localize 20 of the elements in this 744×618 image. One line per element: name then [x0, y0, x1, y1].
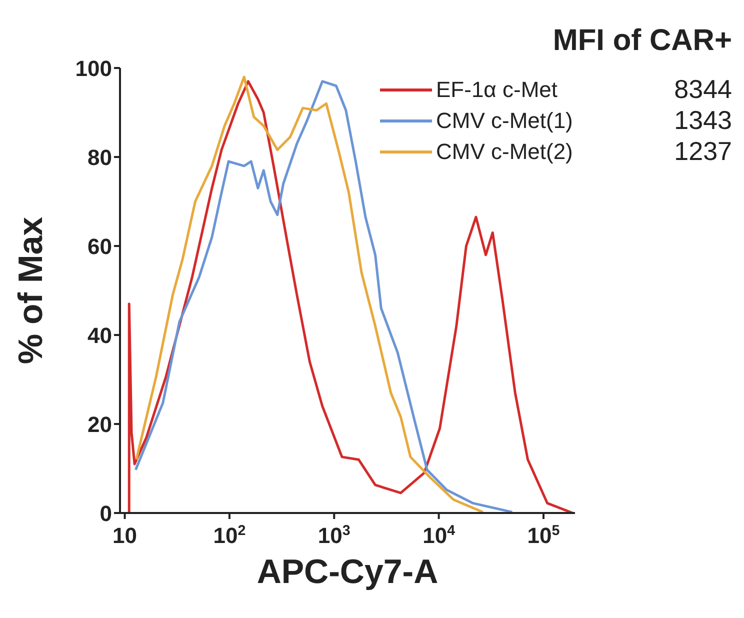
y-tick-label: 60: [88, 234, 112, 259]
y-tick-label: 100: [75, 56, 112, 81]
x-tick-label: 10$^{3}$: [318, 523, 350, 548]
x-tick-label: 10$^{4}$: [422, 523, 456, 548]
y-tick-label: 20: [88, 412, 112, 437]
legend-label: CMV c-Met(1): [436, 107, 574, 135]
y-tick-label: 80: [88, 144, 112, 170]
text: 1343: [673, 105, 732, 136]
x-axis-title: APC-Cy7-A: [256, 553, 438, 591]
legend-label: EF-1α c-Met: [436, 76, 559, 104]
legend-label: CMV c-Met(2): [436, 138, 574, 166]
x-tick-label: 10$^{2}$: [213, 523, 246, 548]
text: 8344: [673, 74, 732, 105]
text: 1237: [673, 136, 732, 167]
y-axis-title: % of Max: [12, 216, 50, 364]
y-tick-label: 40: [88, 322, 112, 348]
legend-title: MFI of CAR+: [552, 24, 732, 58]
x-tick-label: 10: [112, 523, 138, 548]
x-tick-label: 10$^{5}$: [527, 523, 560, 548]
y-tick-label: 0: [100, 500, 112, 526]
